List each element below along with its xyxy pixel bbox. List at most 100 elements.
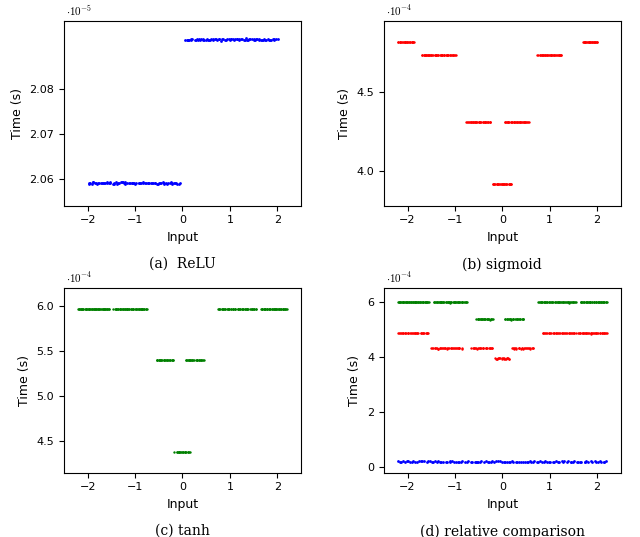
Y-axis label: Time (s): Time (s) bbox=[11, 88, 24, 139]
Point bbox=[119, 178, 129, 187]
Point bbox=[475, 315, 485, 324]
Point bbox=[595, 329, 605, 337]
Point bbox=[160, 356, 170, 365]
Point bbox=[602, 329, 612, 338]
Point bbox=[508, 457, 518, 466]
Point bbox=[435, 458, 445, 466]
Point bbox=[502, 354, 512, 362]
Point bbox=[234, 34, 244, 43]
Point bbox=[410, 38, 420, 46]
Point bbox=[120, 305, 130, 314]
Point bbox=[198, 35, 208, 44]
Point bbox=[433, 50, 444, 59]
Point bbox=[97, 305, 108, 314]
Point bbox=[514, 118, 524, 127]
Point bbox=[599, 458, 609, 466]
Point bbox=[396, 329, 406, 337]
Point bbox=[236, 305, 246, 314]
Point bbox=[113, 305, 123, 314]
Point bbox=[516, 315, 527, 324]
Point bbox=[254, 35, 264, 43]
Point bbox=[467, 457, 477, 466]
Point bbox=[214, 305, 224, 314]
Point bbox=[508, 344, 518, 353]
Point bbox=[154, 356, 164, 365]
Point bbox=[476, 457, 486, 466]
Point bbox=[172, 448, 182, 456]
Point bbox=[172, 179, 182, 188]
Point bbox=[140, 305, 150, 314]
Point bbox=[602, 297, 612, 306]
Point bbox=[481, 344, 491, 353]
Point bbox=[558, 298, 568, 307]
Point bbox=[582, 298, 592, 307]
Point bbox=[484, 315, 495, 324]
Point bbox=[440, 344, 451, 352]
Point bbox=[417, 50, 427, 59]
Point bbox=[440, 297, 451, 306]
Point bbox=[214, 35, 225, 43]
Point bbox=[141, 305, 152, 314]
Point bbox=[494, 179, 504, 188]
Point bbox=[493, 354, 504, 363]
Point bbox=[399, 298, 409, 307]
Point bbox=[102, 179, 112, 187]
Point bbox=[469, 458, 479, 466]
Point bbox=[442, 50, 452, 59]
Point bbox=[499, 354, 509, 363]
Point bbox=[426, 50, 436, 59]
Point bbox=[568, 298, 579, 307]
Point bbox=[552, 50, 562, 59]
X-axis label: Input: Input bbox=[486, 498, 518, 511]
Point bbox=[524, 344, 534, 353]
Point bbox=[157, 356, 168, 365]
Point bbox=[580, 297, 591, 306]
Point bbox=[550, 457, 561, 466]
Point bbox=[218, 305, 228, 314]
Point bbox=[96, 178, 106, 187]
Point bbox=[561, 298, 572, 307]
Point bbox=[402, 457, 412, 466]
Point bbox=[270, 305, 280, 314]
Point bbox=[269, 35, 280, 43]
Point bbox=[495, 457, 505, 466]
Point bbox=[502, 118, 513, 127]
Point bbox=[202, 35, 212, 43]
Point bbox=[594, 298, 604, 307]
Point bbox=[84, 305, 94, 314]
Point bbox=[564, 329, 574, 338]
Point bbox=[534, 50, 545, 59]
Point bbox=[241, 305, 252, 314]
Point bbox=[582, 38, 593, 46]
Point bbox=[439, 50, 449, 59]
Point bbox=[223, 305, 233, 314]
Point bbox=[513, 315, 524, 323]
X-axis label: Input: Input bbox=[486, 231, 518, 244]
Point bbox=[470, 118, 480, 127]
Point bbox=[506, 179, 516, 188]
Point bbox=[538, 50, 548, 59]
Point bbox=[596, 298, 606, 307]
Point bbox=[124, 178, 134, 187]
Point bbox=[226, 34, 236, 43]
Point bbox=[221, 35, 231, 44]
Point bbox=[113, 179, 124, 187]
Point bbox=[513, 118, 523, 127]
Point bbox=[133, 305, 143, 314]
Point bbox=[487, 457, 497, 466]
Point bbox=[76, 305, 86, 314]
Point bbox=[589, 38, 600, 46]
Point bbox=[426, 344, 436, 352]
Point bbox=[597, 329, 607, 337]
Point bbox=[529, 457, 540, 466]
Point bbox=[550, 298, 561, 307]
Point bbox=[111, 305, 121, 314]
Point bbox=[535, 50, 545, 59]
Point bbox=[453, 458, 463, 466]
Point bbox=[422, 329, 432, 337]
Point bbox=[405, 38, 415, 46]
Point bbox=[416, 298, 426, 307]
Point bbox=[428, 457, 438, 466]
Point bbox=[412, 458, 422, 466]
Point bbox=[507, 118, 517, 127]
